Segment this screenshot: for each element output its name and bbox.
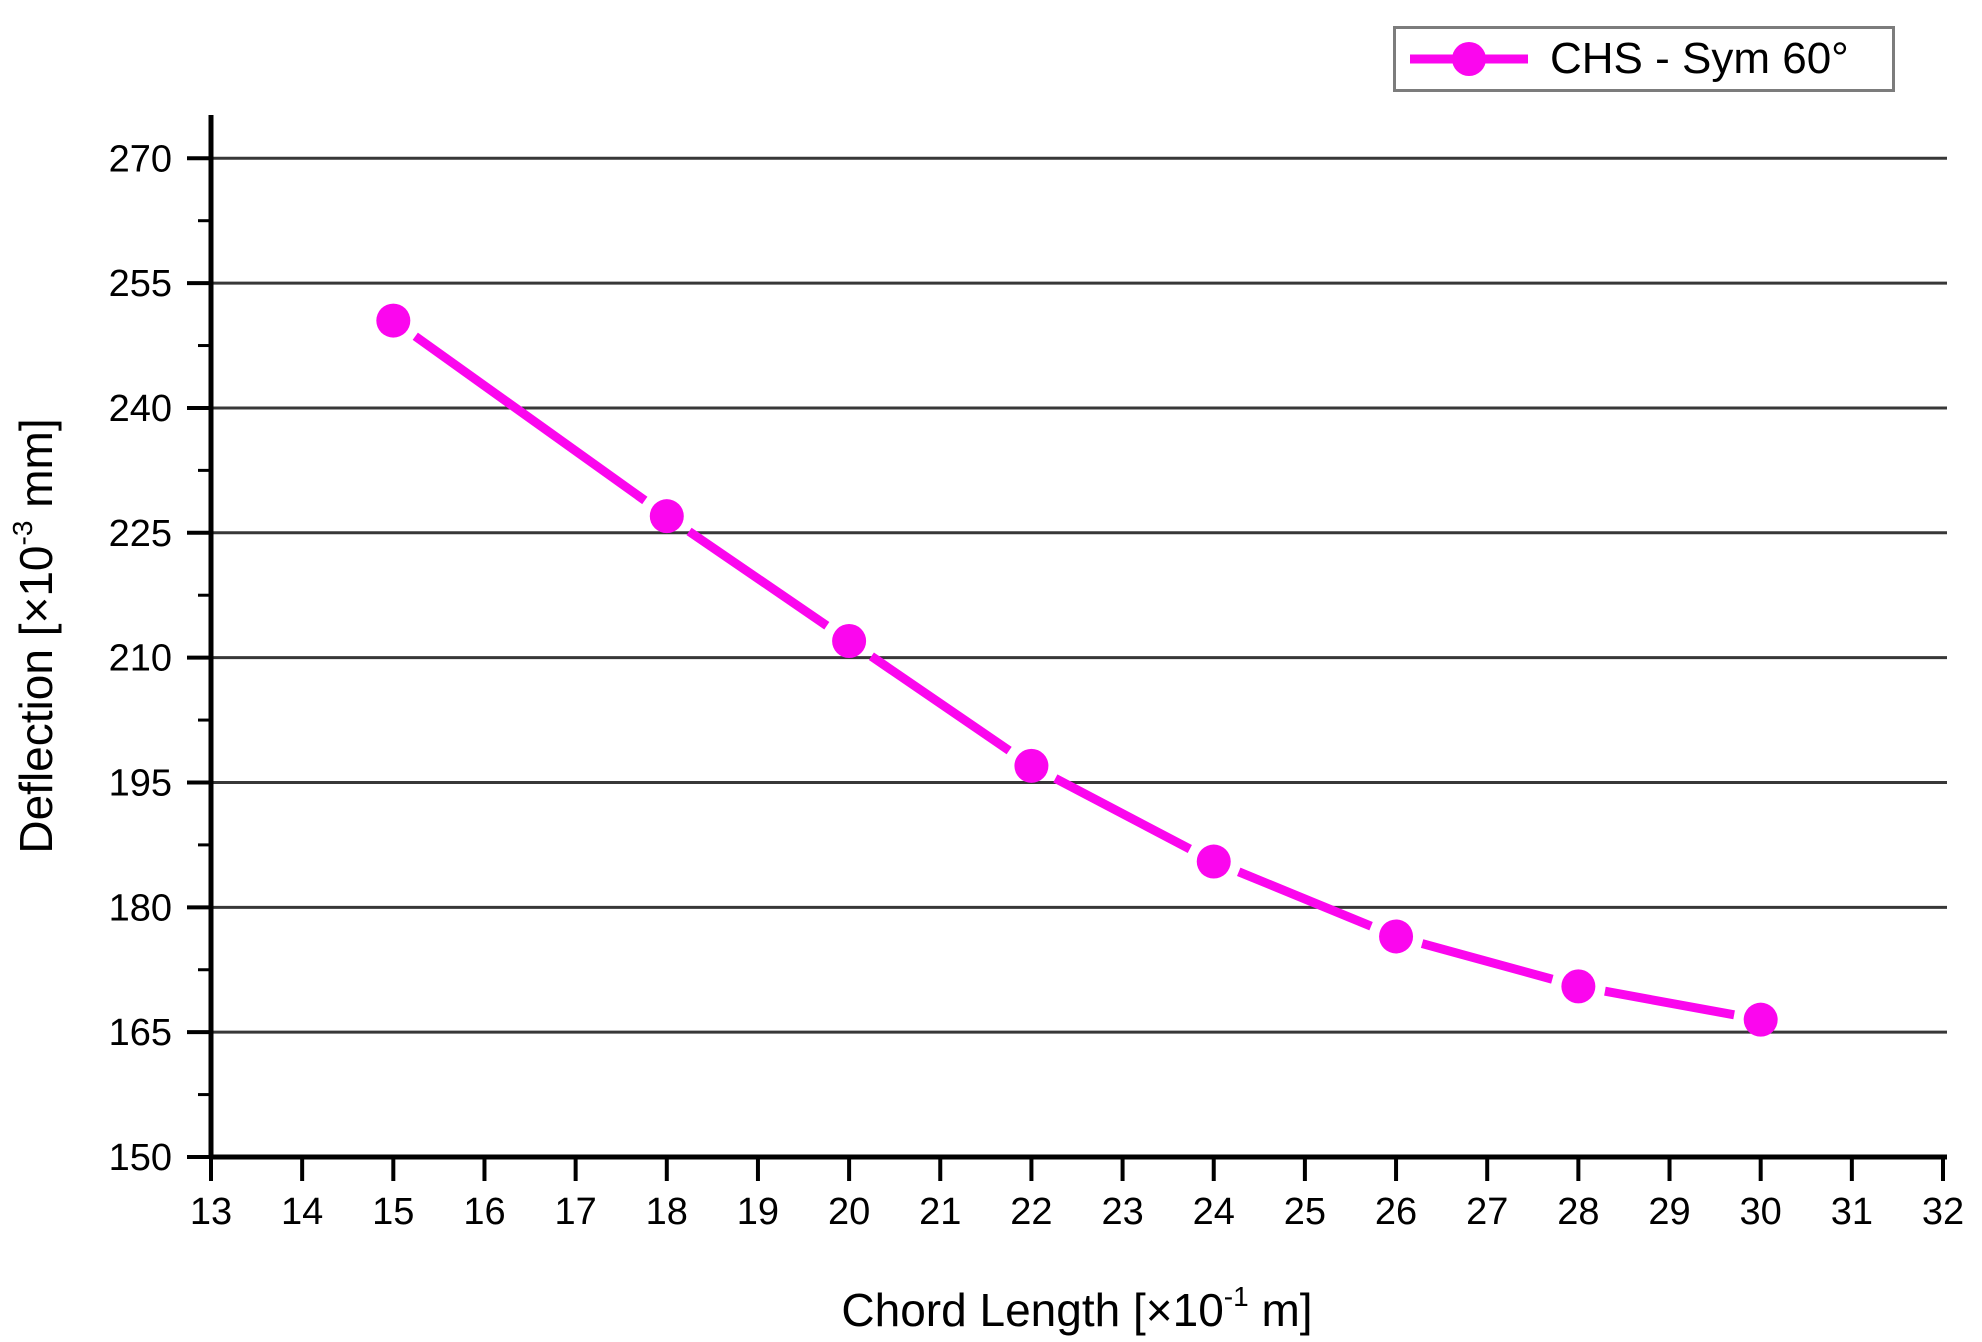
y-tick-label: 180 <box>109 887 172 929</box>
y-tick-label: 270 <box>109 138 172 180</box>
y-tick-label: 225 <box>109 513 172 555</box>
x-tick-label: 14 <box>281 1191 323 1233</box>
x-tick-label: 20 <box>828 1191 870 1233</box>
y-axis-title: Deflection [×10-3 mm] <box>7 418 62 853</box>
x-tick-label: 25 <box>1284 1191 1326 1233</box>
x-tick-label: 15 <box>372 1191 414 1233</box>
x-tick-label: 24 <box>1193 1191 1235 1233</box>
series-segment <box>1053 774 1192 853</box>
series-segment <box>868 652 1012 755</box>
data-point-marker <box>649 499 684 534</box>
series-segment <box>686 527 830 630</box>
x-tick-label: 27 <box>1466 1191 1508 1233</box>
x-tick-label: 18 <box>646 1191 688 1233</box>
y-tick-label: 210 <box>109 638 172 680</box>
x-axis-title: Chord Length [×10-1 m] <box>841 1281 1312 1336</box>
x-tick-label: 30 <box>1740 1191 1782 1233</box>
x-tick-label: 29 <box>1648 1191 1690 1233</box>
x-tick-label: 22 <box>1010 1191 1052 1233</box>
y-tick-label: 195 <box>109 762 172 804</box>
series-segment <box>1604 986 1735 1020</box>
y-tick-label: 165 <box>109 1012 172 1054</box>
data-point-marker <box>832 623 867 658</box>
data-point-marker <box>1014 748 1049 783</box>
data-point-marker <box>376 303 411 338</box>
x-tick-label: 19 <box>737 1191 779 1233</box>
series-segment <box>412 332 648 505</box>
x-tick-label: 28 <box>1557 1191 1599 1233</box>
x-tick-label: 17 <box>554 1191 596 1233</box>
data-point-marker <box>1561 969 1596 1004</box>
data-point-marker <box>1196 844 1231 879</box>
legend-sample <box>1410 39 1536 79</box>
x-tick-label: 26 <box>1375 1191 1417 1233</box>
series-segment <box>1237 867 1373 931</box>
x-tick-label: 23 <box>1101 1191 1143 1233</box>
x-tick-label: 13 <box>190 1191 232 1233</box>
legend-label: CHS - Sym 60° <box>1550 34 1849 83</box>
legend: CHS - Sym 60° <box>1393 26 1895 92</box>
y-tick-label: 255 <box>109 263 172 305</box>
y-tick-label: 150 <box>109 1137 172 1179</box>
data-point-marker <box>1379 919 1414 954</box>
x-tick-label: 21 <box>919 1191 961 1233</box>
data-point-marker <box>1743 1002 1778 1037</box>
x-tick-label: 31 <box>1831 1191 1873 1233</box>
series-segment <box>1420 939 1554 984</box>
legend-marker-icon <box>1452 42 1486 76</box>
x-tick-label: 32 <box>1922 1191 1964 1233</box>
y-tick-label: 240 <box>109 388 172 430</box>
x-tick-label: 16 <box>463 1191 505 1233</box>
